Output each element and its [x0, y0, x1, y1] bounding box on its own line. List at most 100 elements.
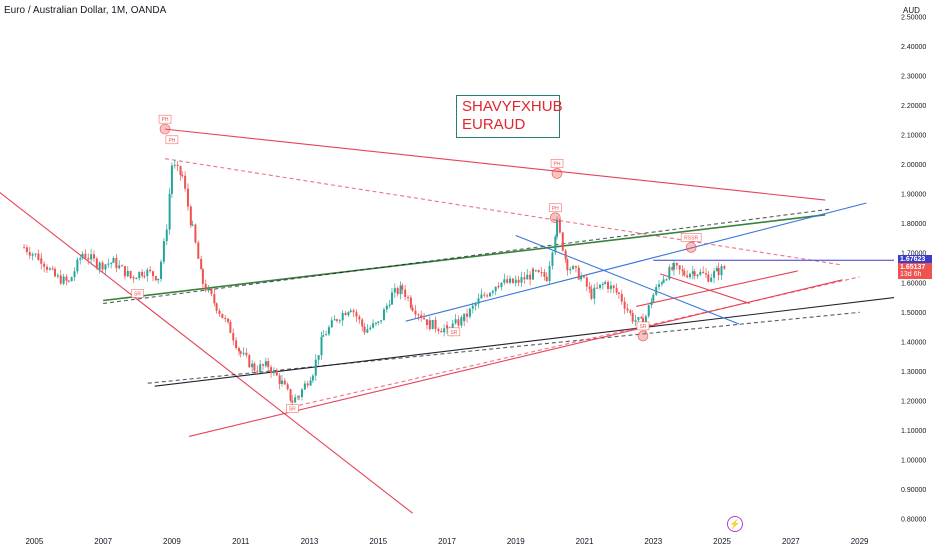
candle-body [181, 175, 184, 177]
candle-body [107, 263, 110, 265]
candle-body [121, 265, 124, 267]
candle-body [629, 310, 632, 314]
price-tick-label: 2.00000 [901, 162, 926, 169]
price-tick-label: 2.10000 [901, 133, 926, 140]
trendline [292, 276, 860, 408]
candle-body [358, 316, 361, 320]
level-price-tag: 1.67623 [898, 255, 932, 265]
candle-body [95, 258, 98, 268]
price-tick-label: 1.20000 [901, 398, 926, 405]
pivot-circle [551, 168, 563, 179]
candle-body [184, 175, 187, 189]
candle-body [37, 253, 40, 260]
price-tick-label: 1.70000 [901, 251, 926, 258]
candle-body [380, 320, 383, 322]
lightning-icon[interactable]: ⚡ [727, 516, 743, 532]
candle-body [399, 285, 402, 295]
candle-body [168, 193, 171, 230]
candle-body [388, 304, 391, 306]
candle-body [311, 375, 314, 381]
time-tick-label: 2027 [782, 537, 800, 546]
candle-body [593, 287, 596, 299]
pivot-label-box [286, 404, 299, 413]
candle-body [588, 286, 591, 289]
candle-body [523, 277, 526, 280]
candle-body [491, 291, 494, 293]
candle-body [531, 268, 534, 271]
time-tick-label: 2015 [369, 537, 387, 546]
pivot-label-box [549, 203, 562, 213]
candle-body [650, 301, 653, 306]
candle-body [256, 370, 259, 372]
candle-body [355, 312, 358, 317]
candle-body [197, 242, 200, 259]
candle-body [506, 279, 509, 283]
candle-body [90, 254, 93, 260]
price-tick-label: 1.90000 [901, 192, 926, 199]
candle-body [262, 364, 265, 366]
candle-body [713, 271, 716, 278]
pivot-markers: PH PH PH PH SR SR SR SR RSSR [131, 114, 702, 413]
candle-body [460, 317, 463, 326]
time-tick-label: 2005 [25, 537, 43, 546]
candle-body [101, 262, 104, 270]
price-tick-label: 1.10000 [901, 428, 926, 435]
pivot-label: PH [162, 117, 169, 123]
candle-body [76, 259, 79, 272]
candle-body [715, 268, 718, 272]
candle-body [200, 258, 203, 270]
candle-body [409, 297, 412, 308]
candle-body [537, 270, 540, 273]
candle-body [286, 384, 289, 390]
candle-body [631, 313, 634, 322]
candle-body [110, 262, 113, 264]
candle-body [446, 325, 448, 329]
candle-body [404, 289, 407, 298]
candle-body [548, 265, 551, 282]
candle-body [454, 319, 457, 324]
candle-body [503, 279, 506, 283]
candle-body [129, 270, 132, 277]
candle-body [25, 247, 28, 252]
candle-body [396, 288, 399, 295]
candle-body [264, 361, 267, 366]
price-tick-label: 2.40000 [901, 44, 926, 51]
candle-body [207, 288, 210, 291]
candle-body [511, 278, 514, 283]
pivot-label-box [131, 289, 144, 298]
candle-body [665, 279, 668, 281]
trendline [103, 214, 826, 302]
candle-body [590, 288, 593, 299]
candle-body [43, 263, 46, 267]
candle-body [115, 257, 118, 269]
candle-body [686, 275, 689, 278]
candle-body [259, 364, 262, 372]
pivot-label: RSSR [684, 235, 698, 241]
candle-body [652, 294, 655, 302]
candle-body [374, 322, 377, 324]
candle-body [67, 280, 70, 282]
symbol-title: Euro / Australian Dollar, 1M, OANDA [4, 5, 167, 16]
time-tick-label: 2029 [851, 537, 869, 546]
candle-body [691, 271, 694, 274]
candle-body [70, 277, 73, 282]
candle-body [556, 219, 559, 237]
pivot-label-box [165, 135, 179, 145]
candle-body [123, 266, 126, 277]
candle-body [440, 331, 443, 333]
candle-body [705, 273, 708, 275]
candle-body [720, 266, 723, 276]
candle-body [545, 276, 548, 282]
candle-body [213, 294, 216, 304]
candle-body [297, 396, 299, 398]
annotation-box[interactable]: SHAVYFXHUB EURAUD [456, 95, 563, 138]
candle-body [210, 288, 213, 295]
pivot-label-box [636, 321, 650, 331]
pivot-label-box [158, 114, 172, 124]
price-tick-label: 2.50000 [901, 14, 926, 21]
candle-body [146, 269, 149, 277]
trendline [660, 273, 750, 304]
candle-body [612, 285, 615, 289]
